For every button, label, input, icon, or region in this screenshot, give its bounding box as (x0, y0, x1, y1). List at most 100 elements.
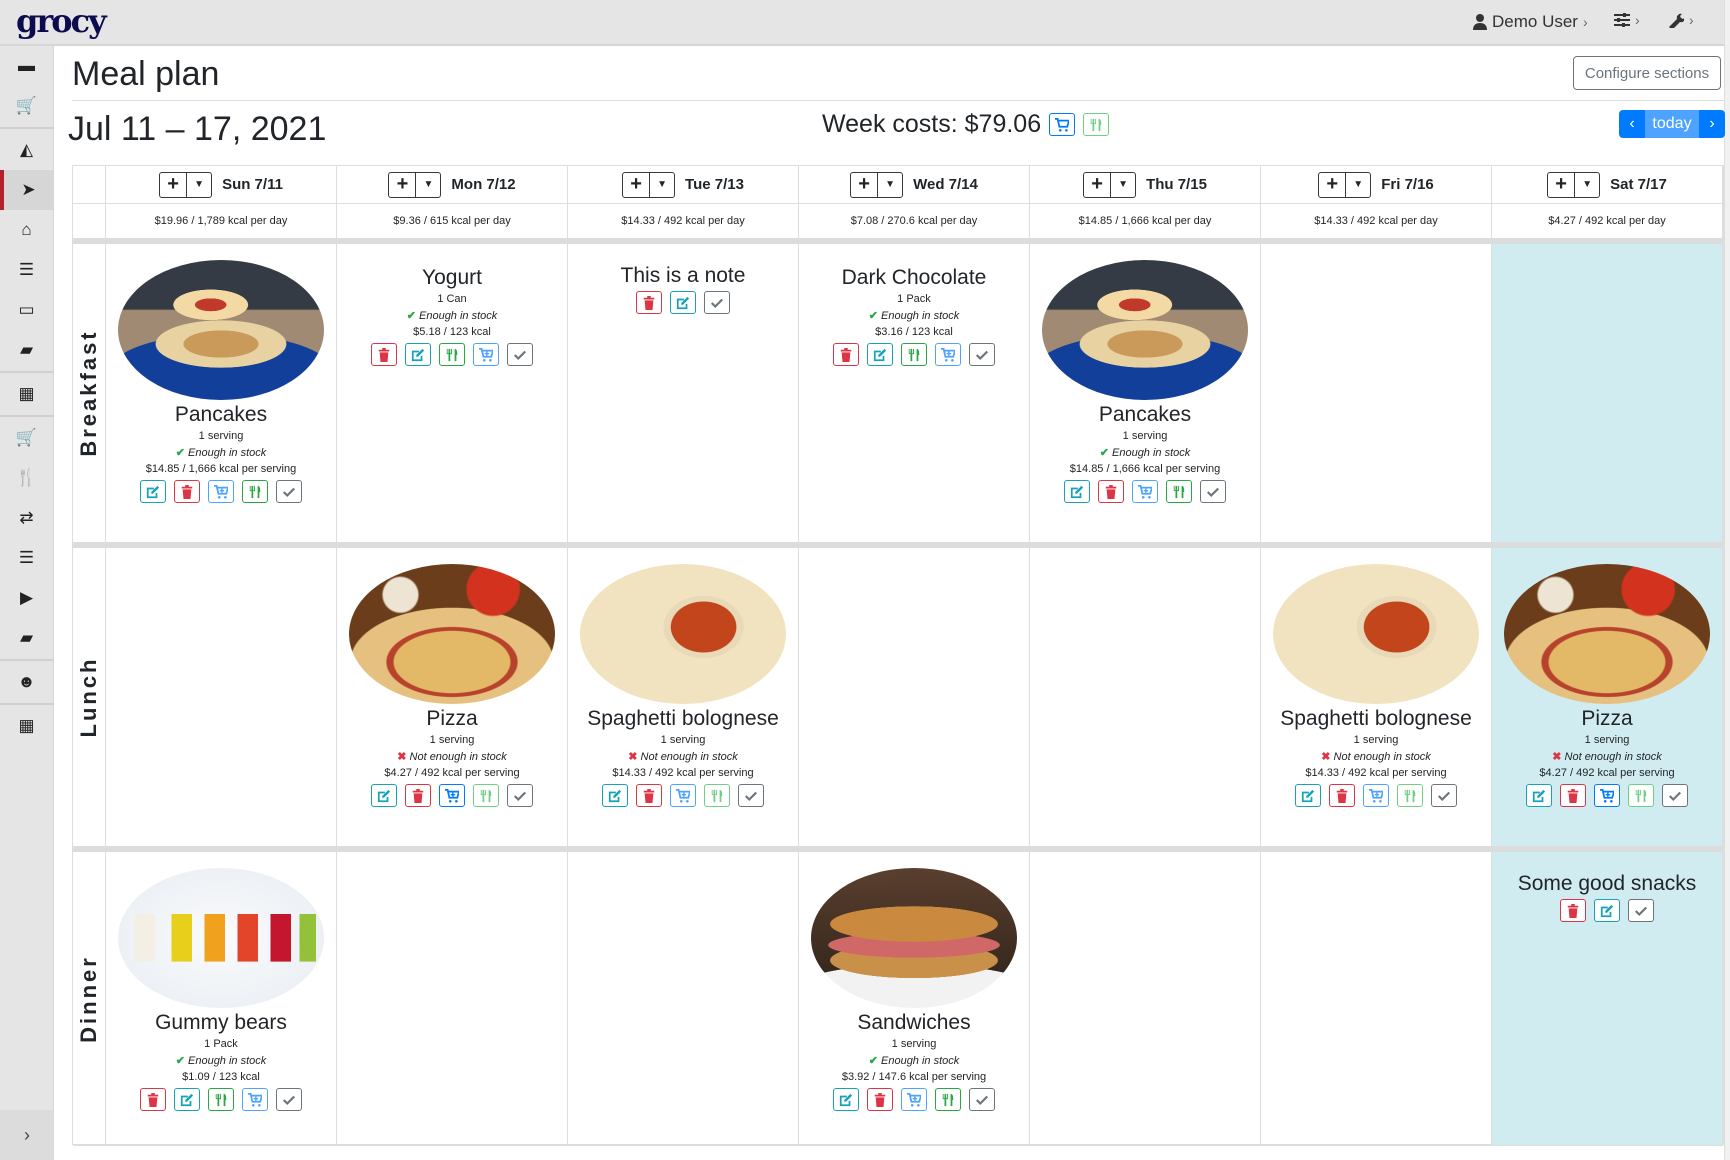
add-to-shopping-list-button[interactable] (439, 784, 465, 807)
add-entry-dropdown-toggle[interactable]: ▼ (194, 179, 205, 190)
mark-done-button[interactable] (969, 343, 995, 366)
add-entry-button[interactable]: + (160, 172, 188, 197)
add-to-shopping-list-button[interactable] (242, 1088, 268, 1111)
meal-plan-cell[interactable]: Sandwiches 1 serving ✔ Enough in stock $3.9… (799, 847, 1030, 1146)
meal-plan-cell[interactable]: Yogurt 1 Can ✔ Enough in stock $5.18 / 123 … (337, 239, 568, 543)
meal-plan-cell[interactable]: Some good snacks (1492, 847, 1723, 1146)
sidebar-item-smile[interactable]: ☻ (0, 662, 53, 702)
next-week-button[interactable]: › (1699, 110, 1725, 138)
delete-button[interactable] (636, 784, 662, 807)
delete-button[interactable] (371, 343, 397, 366)
sidebar-item-tasks[interactable]: ☰ (0, 250, 53, 290)
meal-plan-cell[interactable]: Pancakes 1 serving ✔ Enough in stock $14.85… (1030, 239, 1261, 543)
sidebar-item-utensils[interactable]: 🍴 (0, 458, 53, 498)
meal-plan-cell[interactable] (1261, 847, 1492, 1146)
delete-button[interactable] (405, 784, 431, 807)
edit-button[interactable] (174, 1088, 200, 1111)
consume-button[interactable] (242, 480, 268, 503)
today-button[interactable]: today (1645, 110, 1699, 138)
consume-button[interactable] (473, 784, 499, 807)
mark-done-button[interactable] (1628, 899, 1654, 922)
meal-plan-cell[interactable]: Gummy bears 1 Pack ✔ Enough in stock $1.09 … (106, 847, 337, 1146)
settings-menu[interactable]: › (1614, 12, 1640, 28)
sidebar-item-home[interactable]: ⌂ (0, 210, 53, 250)
add-entry-button[interactable]: + (1548, 172, 1576, 197)
sidebar-expand-button[interactable]: › (0, 1110, 54, 1160)
mark-done-button[interactable] (738, 784, 764, 807)
mark-done-button[interactable] (1431, 784, 1457, 807)
sidebar-item-toolbox[interactable]: ▰ (0, 330, 53, 370)
edit-button[interactable] (405, 343, 431, 366)
delete-button[interactable] (174, 480, 200, 503)
sidebar-item-exchange[interactable]: ⇄ (0, 498, 53, 538)
delete-button[interactable] (140, 1088, 166, 1111)
edit-button[interactable] (833, 1088, 859, 1111)
add-entry-button[interactable]: + (623, 172, 651, 197)
meal-plan-cell[interactable]: Pancakes 1 serving ✔ Enough in stock $14.85… (106, 239, 337, 543)
meal-plan-cell[interactable]: This is a note (568, 239, 799, 543)
edit-button[interactable] (670, 291, 696, 314)
meal-plan-cell[interactable]: Spaghetti bolognese 1 serving ✖ Not enough… (568, 543, 799, 847)
mark-done-button[interactable] (276, 480, 302, 503)
meal-plan-cell[interactable]: Pizza 1 serving ✖ Not enough in stock $4.27… (1492, 543, 1723, 847)
add-to-shopping-list-button[interactable] (1594, 784, 1620, 807)
edit-button[interactable] (1526, 784, 1552, 807)
sidebar-item-list[interactable]: ☰ (0, 538, 53, 578)
consume-button[interactable] (1628, 784, 1654, 807)
sidebar-item-table[interactable]: ▦ (0, 706, 53, 746)
sidebar-item-calendar[interactable]: ▦ (0, 374, 53, 414)
add-entry-dropdown-toggle[interactable]: ▼ (657, 179, 667, 190)
add-entry-dropdown-toggle[interactable]: ▼ (885, 179, 896, 190)
sidebar-item-battery[interactable]: ▭ (0, 290, 53, 330)
delete-button[interactable] (636, 291, 662, 314)
consume-button[interactable] (935, 1088, 961, 1111)
user-menu[interactable]: Demo User › (1473, 12, 1588, 32)
mark-done-button[interactable] (1662, 784, 1688, 807)
add-to-shopping-list-button[interactable] (1363, 784, 1389, 807)
edit-button[interactable] (140, 480, 166, 503)
add-entry-button[interactable]: + (1319, 172, 1347, 197)
consume-button[interactable] (208, 1088, 234, 1111)
sidebar-item-car-battery[interactable]: ▰ (0, 618, 53, 658)
mark-done-button[interactable] (969, 1088, 995, 1111)
meal-plan-cell[interactable]: Pizza 1 serving ✖ Not enough in stock $4.27… (337, 543, 568, 847)
edit-button[interactable] (1295, 784, 1321, 807)
edit-button[interactable] (602, 784, 628, 807)
add-to-shopping-list-button[interactable] (473, 343, 499, 366)
add-to-shopping-list-button[interactable] (208, 480, 234, 503)
delete-button[interactable] (833, 343, 859, 366)
meal-plan-cell[interactable]: Spaghetti bolognese 1 serving ✖ Not enough… (1261, 543, 1492, 847)
meal-plan-cell[interactable] (799, 543, 1030, 847)
previous-week-button[interactable]: ‹ (1619, 110, 1645, 138)
edit-button[interactable] (371, 784, 397, 807)
edit-button[interactable] (1594, 899, 1620, 922)
add-to-shopping-list-button[interactable] (901, 1088, 927, 1111)
consume-week-button[interactable] (1083, 113, 1110, 136)
meal-plan-cell[interactable]: Dark Chocolate 1 Pack ✔ Enough in stock $3.… (799, 239, 1030, 543)
meal-plan-cell[interactable] (1492, 239, 1723, 543)
meal-plan-cell[interactable] (568, 847, 799, 1146)
delete-button[interactable] (1560, 899, 1586, 922)
add-entry-button[interactable]: + (389, 172, 417, 197)
edit-button[interactable] (1064, 480, 1090, 503)
delete-button[interactable] (1560, 784, 1586, 807)
sidebar-item-box[interactable]: ▬ (0, 46, 53, 86)
delete-button[interactable] (1329, 784, 1355, 807)
add-week-to-shopping-list-button[interactable] (1049, 113, 1076, 136)
add-entry-button[interactable]: + (1084, 172, 1112, 197)
mark-done-button[interactable] (507, 784, 533, 807)
page-scrollbar[interactable] (1724, 0, 1730, 1160)
add-entry-dropdown-toggle[interactable]: ▼ (1353, 179, 1364, 190)
grocy-logo[interactable]: grocy (16, 2, 107, 40)
add-to-shopping-list-button[interactable] (670, 784, 696, 807)
meal-plan-cell[interactable] (1261, 239, 1492, 543)
add-entry-button[interactable]: + (851, 172, 879, 197)
edit-button[interactable] (867, 343, 893, 366)
mark-done-button[interactable] (507, 343, 533, 366)
configure-sections-button[interactable]: Configure sections (1573, 56, 1721, 90)
mark-done-button[interactable] (704, 291, 730, 314)
consume-button[interactable] (439, 343, 465, 366)
consume-button[interactable] (1166, 480, 1192, 503)
consume-button[interactable] (1397, 784, 1423, 807)
add-entry-dropdown-toggle[interactable]: ▼ (423, 179, 434, 190)
